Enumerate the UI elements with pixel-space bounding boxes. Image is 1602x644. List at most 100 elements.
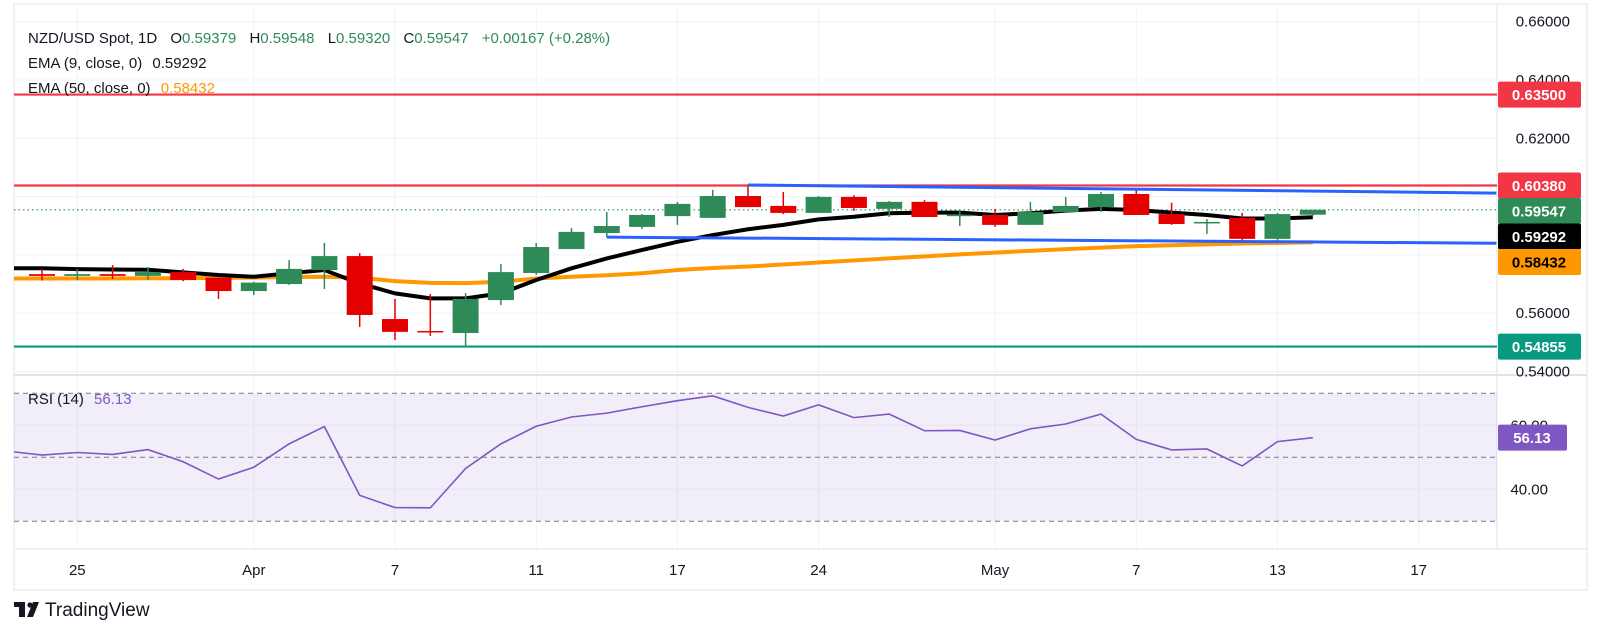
candle-up: [1088, 191, 1114, 213]
tag-label: 56.13: [1513, 430, 1551, 447]
candle-up: [1299, 209, 1326, 217]
candles: [29, 184, 1326, 347]
rsi-pane: [13, 392, 1497, 522]
time-tick-label: 17: [669, 562, 686, 579]
upper-channel-trendline: [747, 183, 1497, 195]
high-label: H: [249, 30, 260, 47]
candle-body: [99, 274, 126, 276]
candle-up: [1264, 212, 1291, 241]
candle-body: [840, 196, 867, 208]
tradingview-logo-text: TradingView: [45, 600, 150, 621]
tag-ema50: 0.58432: [1498, 249, 1581, 276]
candle-down: [911, 200, 938, 218]
candle-body: [946, 214, 973, 217]
candle-up: [946, 210, 973, 227]
candle-up: [452, 293, 479, 347]
candle-up: [629, 214, 656, 229]
candle-up: [664, 201, 691, 225]
tradingview-logo[interactable]: TradingView: [14, 600, 150, 621]
tag-label: 0.58432: [1512, 255, 1566, 272]
candle-down: [840, 195, 867, 211]
candle-up: [64, 268, 91, 280]
candle-down: [1158, 202, 1185, 225]
candle-down: [735, 184, 761, 208]
ema50-value: 0.58432: [161, 80, 215, 97]
candle-down: [1229, 212, 1256, 241]
candle-body: [699, 196, 726, 218]
candle-body: [1264, 214, 1291, 239]
price-tags: 0.63500 0.60380 0.59547 0.59292 0.58432 0.548…: [1498, 81, 1581, 451]
close-value: 0.59547: [414, 30, 468, 47]
candle-up: [558, 228, 585, 250]
rsi-tick-label: 40.00: [1510, 481, 1548, 498]
candle-down: [170, 268, 197, 282]
time-tick-label: 13: [1269, 562, 1286, 579]
symbol-title[interactable]: NZD/USD Spot, 1D: [28, 30, 157, 47]
close-label: C: [403, 30, 414, 47]
time-tick-label: 24: [810, 562, 827, 579]
legend-line-ema9[interactable]: EMA (9, close, 0) 0.59292: [28, 55, 207, 72]
candle-body: [876, 201, 903, 209]
trendlines: [606, 183, 1497, 245]
candle-body: [629, 214, 656, 227]
open-value: 0.59379: [182, 30, 236, 47]
candle-body: [735, 196, 761, 208]
candle-body: [1088, 193, 1114, 208]
candle-body: [382, 319, 408, 332]
candle-up: [523, 242, 550, 276]
candle-down: [982, 208, 1009, 227]
rsi-line: [13, 395, 1313, 509]
time-tick-label: 7: [391, 562, 399, 579]
candle-body: [346, 256, 373, 315]
tag-bg: [1498, 172, 1581, 199]
tag-bg: [1498, 333, 1581, 360]
candle-body: [240, 282, 267, 292]
candle-body: [452, 298, 479, 334]
high-value: 0.59548: [260, 30, 314, 47]
candle-up: [876, 200, 903, 218]
time-tick-label: 25: [69, 562, 86, 579]
ema9-label: EMA (9, close, 0): [28, 55, 142, 72]
tag-bg: [1498, 424, 1567, 451]
time-tick-label: 17: [1410, 562, 1427, 579]
candle-body: [982, 214, 1009, 225]
candle-up: [311, 242, 338, 290]
candle-down: [346, 253, 373, 327]
legend-line-ema50[interactable]: EMA (50, close, 0) 0.58432: [28, 80, 215, 97]
candle-body: [1052, 205, 1079, 213]
candle-up: [240, 281, 267, 296]
rsi-legend[interactable]: RSI (14) 56.13: [28, 391, 132, 408]
candle-body: [134, 272, 161, 276]
price-tick-label: 0.62000: [1516, 130, 1570, 147]
tag-ema9: 0.59292: [1498, 223, 1581, 250]
candle-up: [1017, 201, 1044, 225]
candle-up: [276, 260, 303, 285]
candle-body: [664, 203, 691, 217]
candle-body: [911, 201, 938, 218]
candle-up: [699, 189, 726, 218]
candle-body: [29, 274, 55, 276]
candle-body: [1299, 209, 1326, 215]
candle-up: [1052, 196, 1079, 213]
candle-body: [64, 274, 91, 276]
tag-label: 0.59292: [1512, 229, 1566, 246]
price-tick-label: 0.56000: [1516, 305, 1570, 322]
tag-rsi: 56.13: [1498, 424, 1567, 451]
low-value: 0.59320: [336, 30, 390, 47]
open-label: O: [170, 30, 182, 47]
candle-body: [1229, 217, 1256, 239]
candle-down: [770, 191, 797, 215]
chart-frame: [13, 3, 1588, 591]
tag-label: 0.59547: [1512, 204, 1566, 221]
candle-down: [205, 277, 232, 299]
candle-body: [417, 330, 444, 333]
tag-label: 0.63500: [1512, 87, 1566, 104]
change-value: +0.00167 (+0.28%): [482, 30, 610, 47]
candle-body: [770, 205, 797, 213]
candle-body: [311, 256, 338, 271]
candle-up: [805, 196, 832, 213]
time-tick-label: 7: [1132, 562, 1140, 579]
time-axis[interactable]: 25 Apr 7 11 17 24 May 7 13 17: [69, 562, 1427, 579]
rsi-value: 56.13: [94, 391, 132, 408]
